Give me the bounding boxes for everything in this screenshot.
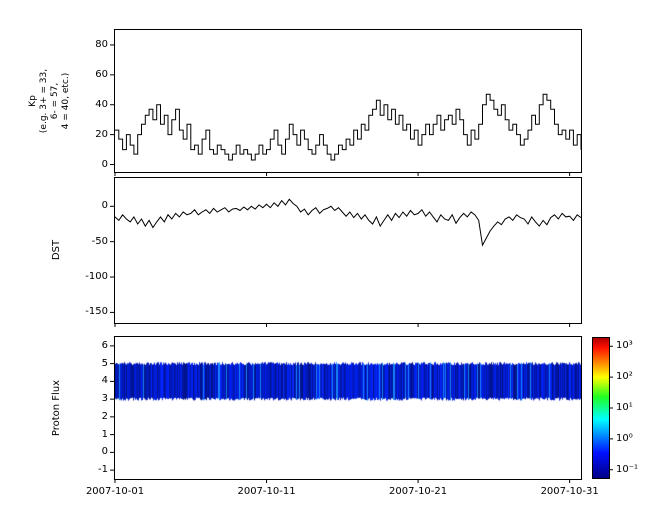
kp-panel	[114, 29, 582, 173]
y-tick-label: 3	[101, 393, 108, 405]
y-tick-label: 60	[95, 68, 108, 80]
proton-flux-heatmap	[115, 337, 581, 479]
colorbar-tick-label: 10³	[616, 340, 633, 352]
colorbar-tick-label: 10⁰	[616, 432, 633, 444]
y-tick-label: 5	[101, 357, 108, 369]
y-tick-label: 20	[95, 128, 108, 140]
x-tick-label: 2007-10-31	[540, 486, 599, 497]
kp-axis-label-line1: Kp	[28, 95, 38, 107]
y-tick-label: 40	[95, 98, 108, 110]
y-tick-label: -50	[91, 235, 108, 247]
y-tick-label: 1	[101, 428, 108, 440]
kp-axis-label-line2: (e.g. 3+ = 33,	[39, 68, 49, 134]
y-tick-label: -100	[85, 271, 108, 283]
colorbar-tick-label: 10⁻¹	[616, 463, 639, 475]
y-tick-label: 0	[101, 446, 108, 458]
y-tick-label: 80	[95, 38, 108, 50]
x-tick-label: 2007-10-01	[85, 486, 145, 497]
y-tick-label: 0	[101, 200, 108, 212]
proton-flux-panel	[114, 336, 582, 480]
y-tick-label: 2	[101, 410, 108, 422]
dst-axis-label: DST	[51, 239, 62, 261]
kp-axis-label-line3: 6- = 57,	[50, 82, 60, 120]
x-tick-label: 2007-10-11	[237, 486, 296, 497]
y-tick-label: -1	[98, 464, 108, 476]
colorbar	[592, 337, 610, 479]
proton-flux-axis-label: Proton Flux	[51, 379, 62, 437]
y-tick-label: 6	[101, 339, 108, 351]
y-tick-label: -150	[85, 306, 108, 318]
y-tick-label: 4	[101, 375, 108, 387]
x-tick-label: 2007-10-21	[389, 486, 448, 497]
y-tick-label: 0	[101, 158, 108, 170]
colorbar-tick-label: 10²	[616, 371, 633, 383]
dst-panel	[114, 177, 582, 324]
colorbar-tick-label: 10¹	[616, 402, 633, 413]
